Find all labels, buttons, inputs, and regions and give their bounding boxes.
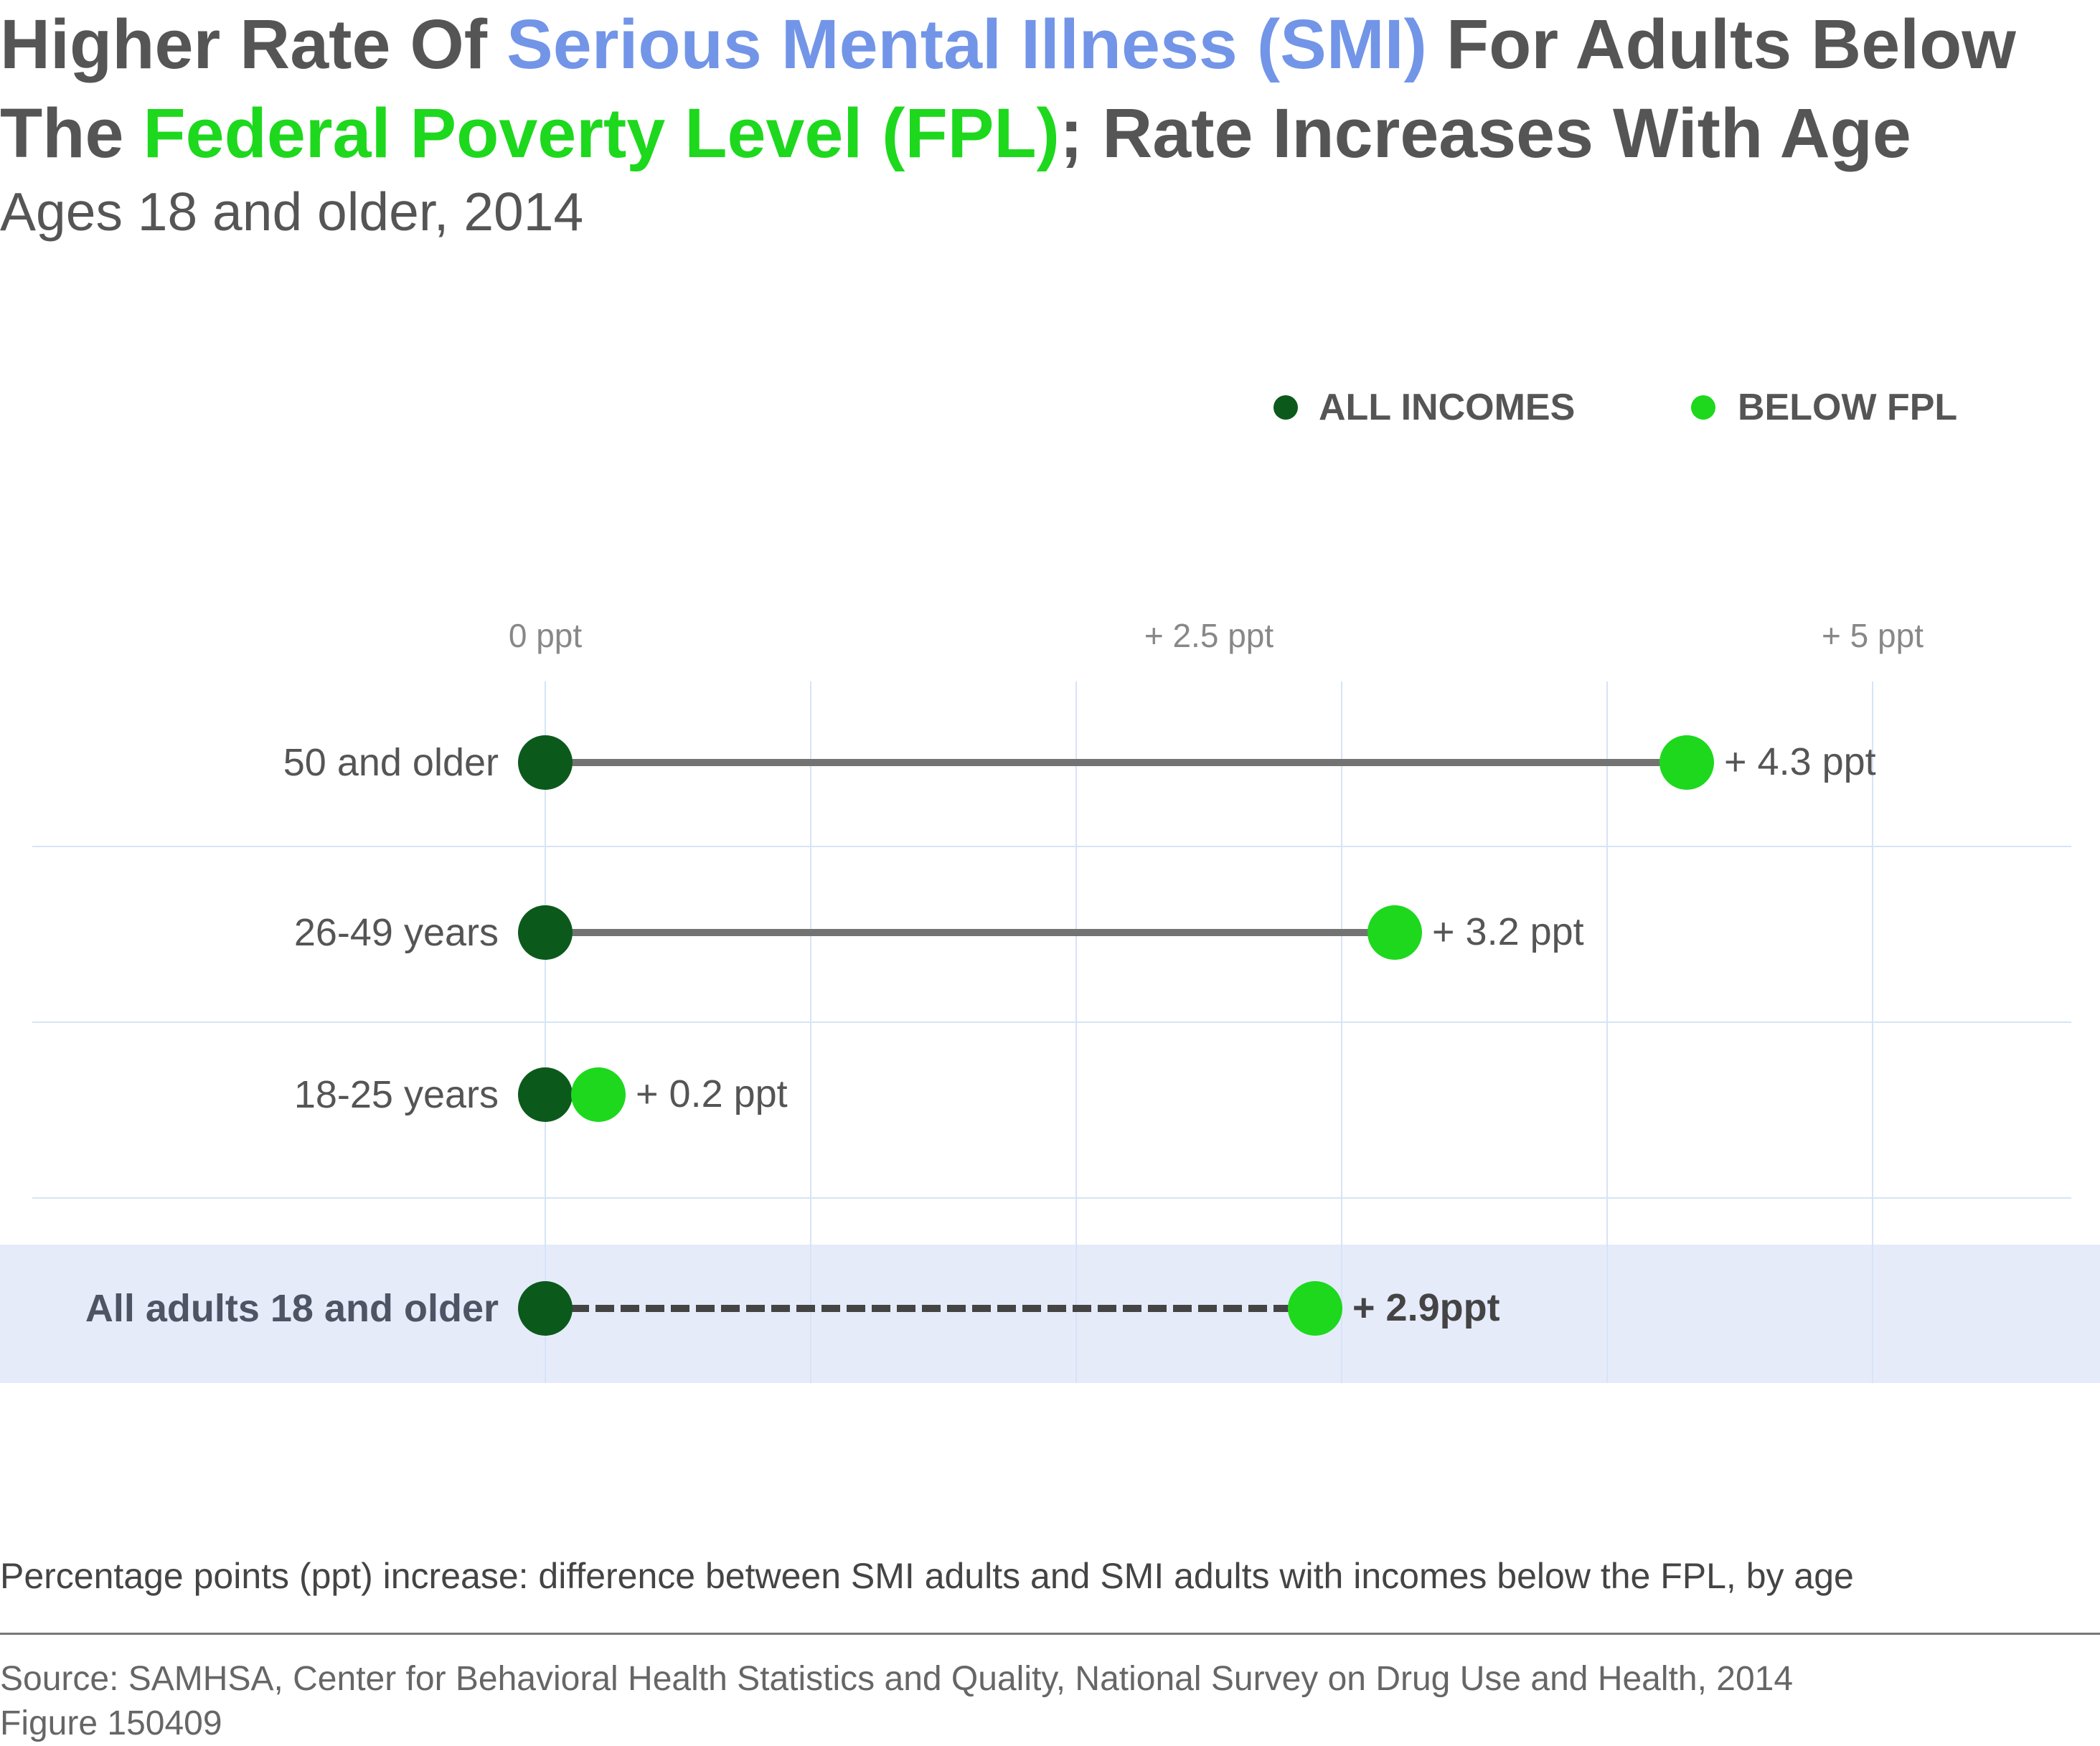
legend-label-all-incomes: ALL INCOMES [1319,387,1575,428]
value-label: + 4.3 ppt [1724,740,1876,783]
figure-number: Figure 150409 [0,1704,222,1742]
below-fpl-dot [1367,905,1422,960]
title-text-4: The [0,94,143,172]
row-label: 50 and older [283,741,499,784]
chart-title-line-1: Higher Rate Of Serious Mental Illness (S… [0,0,2100,89]
x-tick-label: + 2.5 ppt [1144,617,1274,654]
legend-marker-all-incomes [1273,395,1298,420]
all-incomes-dot [518,905,573,960]
legend-marker-below-fpl [1691,395,1715,420]
dumbbell-chart: 0 ppt + 2.5 ppt + 5 ppt ALL INCOMES BELOW FP… [0,387,2100,1383]
title-highlight-smi: Serious Mental Illness (SMI) [507,5,1427,83]
all-incomes-dot [518,1281,573,1336]
source-line: Source: SAMHSA, Center for Behavioral He… [0,1660,1794,1698]
title-text-1: Higher Rate Of [0,5,507,83]
footnote: Percentage points (ppt) increase: differ… [0,1556,1854,1596]
row-label: 18-25 years [294,1073,499,1116]
all-incomes-dot [518,1067,573,1122]
chart-subtitle: Ages 18 and older, 2014 [0,181,584,242]
source-note: Source: SAMHSA, Center for Behavioral He… [0,1657,1793,1746]
title-text-6: ; Rate Increases With Age [1059,94,1911,172]
row-label: 26-49 years [294,911,499,954]
title-highlight-fpl: Federal Poverty Level (FPL) [143,94,1060,172]
below-fpl-dot [571,1067,626,1122]
footer-divider [0,1633,2100,1635]
title-text-3: For Adults Below [1426,5,2016,83]
legend-label-below-fpl: BELOW FPL [1738,387,1957,428]
below-fpl-dot [1288,1281,1342,1336]
chart-title-line-2: The Federal Poverty Level (FPL); Rate In… [0,89,2100,178]
x-tick-label: + 5 ppt [1822,617,1924,654]
row-label: All adults 18 and older [85,1287,499,1330]
total-row-band [0,1245,2100,1383]
value-label: + 2.9ppt [1352,1286,1500,1329]
chart-title: Higher Rate Of Serious Mental Illness (S… [0,0,2100,178]
x-tick-label: 0 ppt [509,617,583,654]
below-fpl-dot [1659,735,1714,790]
value-label: + 3.2 ppt [1432,910,1584,953]
all-incomes-dot [518,735,573,790]
value-label: + 0.2 ppt [636,1072,788,1115]
